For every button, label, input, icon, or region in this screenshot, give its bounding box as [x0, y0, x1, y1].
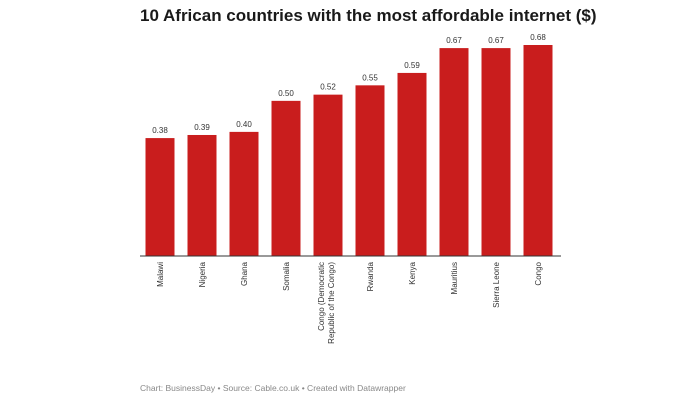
value-label-mauritius: 0.67: [446, 36, 462, 45]
tick-label-somalia: Somalia: [282, 261, 291, 290]
labels-group: 0.38 Malawi 0.39 Nigeria 0.40 Ghana 0.50 Somali…: [152, 33, 546, 344]
value-label-sierra-leone: 0.67: [488, 36, 504, 45]
value-label-nigeria: 0.39: [194, 123, 210, 132]
value-label-malawi: 0.38: [152, 126, 168, 135]
tick-label-rwanda: Rwanda: [366, 261, 375, 291]
bar-congo: [523, 45, 553, 256]
tick-label-malawi: Malawi: [156, 262, 165, 287]
bar-malawi: [145, 138, 175, 256]
tick-label-mauritius: Mauritius: [450, 262, 459, 294]
value-label-kenya: 0.59: [404, 61, 420, 70]
tick-label-kenya: Kenya: [408, 261, 417, 284]
value-label-ghana: 0.40: [236, 120, 252, 129]
tick-label-sierra-leone: Sierra Leone: [492, 261, 501, 307]
bar-mauritius: [439, 48, 469, 257]
value-label-rwanda: 0.55: [362, 73, 378, 82]
tick-label-ghana: Ghana: [240, 261, 249, 286]
bar-rwanda: [355, 85, 385, 257]
bar-nigeria: [187, 134, 217, 256]
tick-label-congo-democratic-republic-of-the-congo: Congo (DemocraticRepublic of the Congo): [317, 262, 336, 344]
bars-group: [145, 45, 553, 257]
value-label-somalia: 0.50: [278, 89, 294, 98]
chart-title: 10 African countries with the most affor…: [140, 6, 597, 25]
chart-footer: Chart: BusinessDay • Source: Cable.co.uk…: [140, 383, 406, 393]
bar-chart: 0.38 Malawi 0.39 Nigeria 0.40 Ghana 0.50 Somali…: [140, 33, 561, 344]
tick-label-nigeria: Nigeria: [198, 261, 207, 287]
bar-somalia: [271, 100, 301, 257]
bar-kenya: [397, 72, 427, 256]
bar-congo-democratic-republic-of-the-congo: [313, 94, 343, 256]
bar-sierra-leone: [481, 48, 511, 257]
bar-ghana: [229, 131, 259, 256]
value-label-congo: 0.68: [530, 33, 546, 42]
value-label-congo-democratic-republic-of-the-congo: 0.52: [320, 83, 336, 92]
tick-label-congo: Congo: [534, 261, 543, 285]
